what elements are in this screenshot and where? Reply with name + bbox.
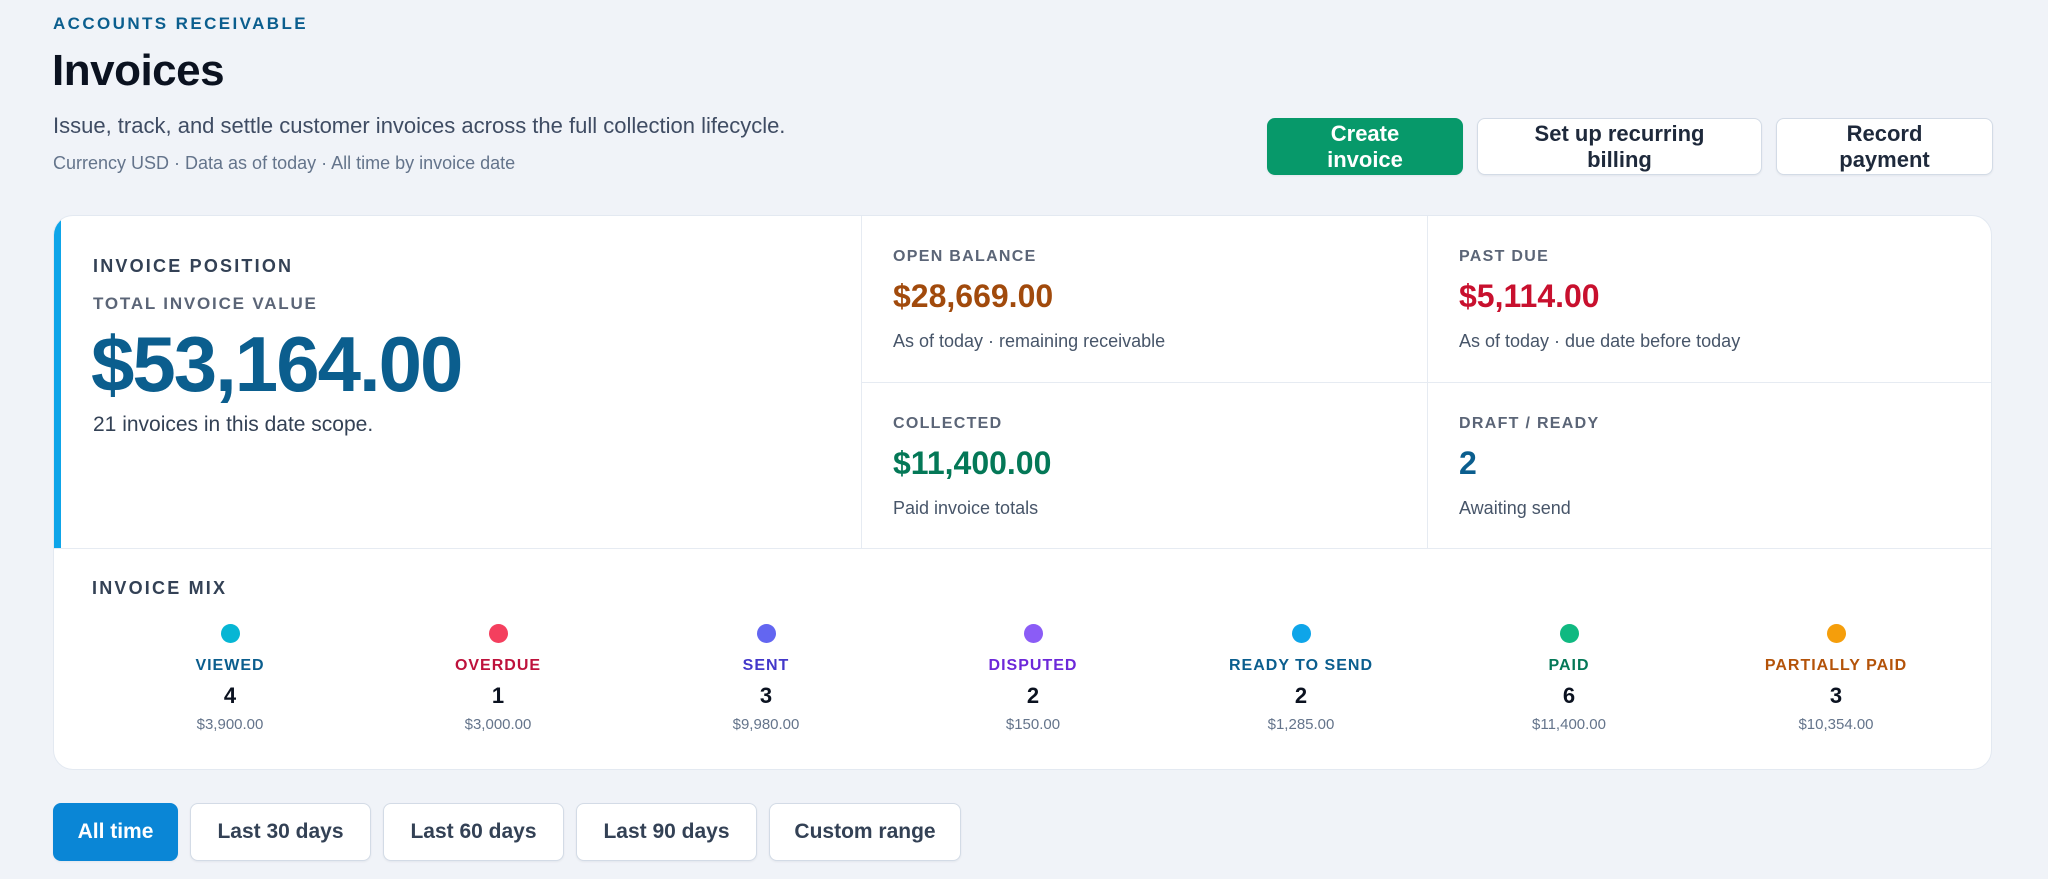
- total-invoice-count: 21 invoices in this date scope.: [93, 413, 374, 436]
- mix-item-amount: $3,000.00: [464, 716, 532, 733]
- total-invoice-value: $53,164.00: [91, 320, 463, 408]
- mix-item-label: VIEWED: [195, 657, 265, 674]
- mix-item-ready-to-send[interactable]: READY TO SEND 2 $1,285.00: [1191, 624, 1411, 733]
- stat-value: $11,400.00: [893, 445, 1052, 481]
- mix-item-count: 3: [759, 683, 773, 708]
- total-invoice-value-label: TOTAL INVOICE VALUE: [93, 294, 318, 313]
- mix-item-amount: $10,354.00: [1798, 716, 1874, 733]
- stat-value: $28,669.00: [893, 278, 1054, 314]
- page-meta: Currency USD · Data as of today · All ti…: [53, 153, 516, 173]
- mix-item-paid[interactable]: PAID 6 $11,400.00: [1459, 624, 1679, 733]
- header-actions: Create invoice Set up recurring billing …: [1267, 118, 1993, 175]
- stat-value: 2: [1459, 445, 1477, 481]
- mix-item-count: 4: [223, 683, 237, 708]
- mix-item-amount: $150.00: [1005, 716, 1061, 733]
- mix-item-count: 1: [491, 683, 505, 708]
- status-dot-icon: [1826, 624, 1846, 643]
- section-eyebrow: ACCOUNTS RECEIVABLE: [53, 14, 308, 33]
- stat-value: $5,114.00: [1459, 278, 1600, 314]
- status-dot-icon: [220, 624, 240, 643]
- mix-item-disputed[interactable]: DISPUTED 2 $150.00: [923, 624, 1143, 733]
- create-invoice-button[interactable]: Create invoice: [1267, 118, 1463, 175]
- mix-item-label: DISPUTED: [988, 657, 1078, 674]
- record-payment-button[interactable]: Record payment: [1776, 118, 1993, 175]
- filter-custom-range-button[interactable]: Custom range: [769, 803, 961, 861]
- mix-item-partially-paid[interactable]: PARTIALLY PAID 3 $10,354.00: [1726, 624, 1946, 733]
- page-subtitle: Issue, track, and settle customer invoic…: [53, 113, 786, 138]
- divider: [54, 548, 1991, 549]
- card-accent-bar: [54, 216, 61, 548]
- filter-all-time-button[interactable]: All time: [53, 803, 178, 861]
- mix-item-count: 3: [1829, 683, 1843, 708]
- stat-collected: COLLECTED $11,400.00 Paid invoice totals: [893, 415, 1051, 519]
- mix-item-label: SENT: [742, 657, 790, 674]
- mix-item-count: 2: [1294, 683, 1308, 708]
- stat-open-balance: OPEN BALANCE $28,669.00 As of today · re…: [893, 248, 1165, 352]
- mix-item-label: READY TO SEND: [1229, 657, 1373, 674]
- stat-label: PAST DUE: [1459, 248, 1550, 265]
- setup-recurring-billing-button[interactable]: Set up recurring billing: [1477, 118, 1762, 175]
- divider: [861, 382, 1991, 383]
- mix-item-count: 6: [1562, 683, 1576, 708]
- filter-last-30-days-button[interactable]: Last 30 days: [190, 803, 371, 861]
- mix-item-label: PAID: [1548, 657, 1590, 674]
- status-dot-icon: [756, 624, 776, 643]
- status-dot-icon: [1023, 624, 1043, 643]
- status-dot-icon: [488, 624, 508, 643]
- status-dot-icon: [1291, 624, 1311, 643]
- status-dot-icon: [1559, 624, 1579, 643]
- stat-label: DRAFT / READY: [1459, 415, 1600, 432]
- page-title: Invoices: [52, 46, 225, 95]
- mix-item-overdue[interactable]: OVERDUE 1 $3,000.00: [388, 624, 608, 733]
- mix-item-amount: $1,285.00: [1267, 716, 1335, 733]
- mix-item-amount: $3,900.00: [196, 716, 264, 733]
- stat-draft-ready: DRAFT / READY 2 Awaiting send: [1459, 415, 1599, 519]
- mix-item-viewed[interactable]: VIEWED 4 $3,900.00: [120, 624, 340, 733]
- stat-past-due: PAST DUE $5,114.00 As of today · due dat…: [1459, 248, 1740, 352]
- mix-item-amount: $9,980.00: [732, 716, 800, 733]
- stat-description: Paid invoice totals: [893, 498, 1039, 518]
- stat-label: OPEN BALANCE: [893, 248, 1037, 265]
- stat-label: COLLECTED: [893, 415, 1003, 432]
- filter-last-60-days-button[interactable]: Last 60 days: [383, 803, 564, 861]
- date-range-filters: All time Last 30 days Last 60 days Last …: [53, 803, 961, 861]
- mix-item-label: OVERDUE: [454, 657, 542, 674]
- stat-description: As of today · remaining receivable: [893, 331, 1166, 351]
- mix-item-label: PARTIALLY PAID: [1764, 657, 1908, 674]
- stat-description: As of today · due date before today: [1459, 331, 1741, 351]
- mix-item-sent[interactable]: SENT 3 $9,980.00: [656, 624, 876, 733]
- mix-item-amount: $11,400.00: [1532, 716, 1606, 733]
- invoice-position-panel: INVOICE POSITION TOTAL INVOICE VALUE $53…: [54, 216, 861, 548]
- invoice-summary-card: INVOICE POSITION TOTAL INVOICE VALUE $53…: [53, 215, 1992, 770]
- stat-description: Awaiting send: [1459, 498, 1571, 518]
- invoice-mix-title: INVOICE MIX: [92, 578, 228, 598]
- filter-last-90-days-button[interactable]: Last 90 days: [576, 803, 757, 861]
- mix-item-count: 2: [1026, 683, 1040, 708]
- invoice-position-label: INVOICE POSITION: [93, 256, 294, 276]
